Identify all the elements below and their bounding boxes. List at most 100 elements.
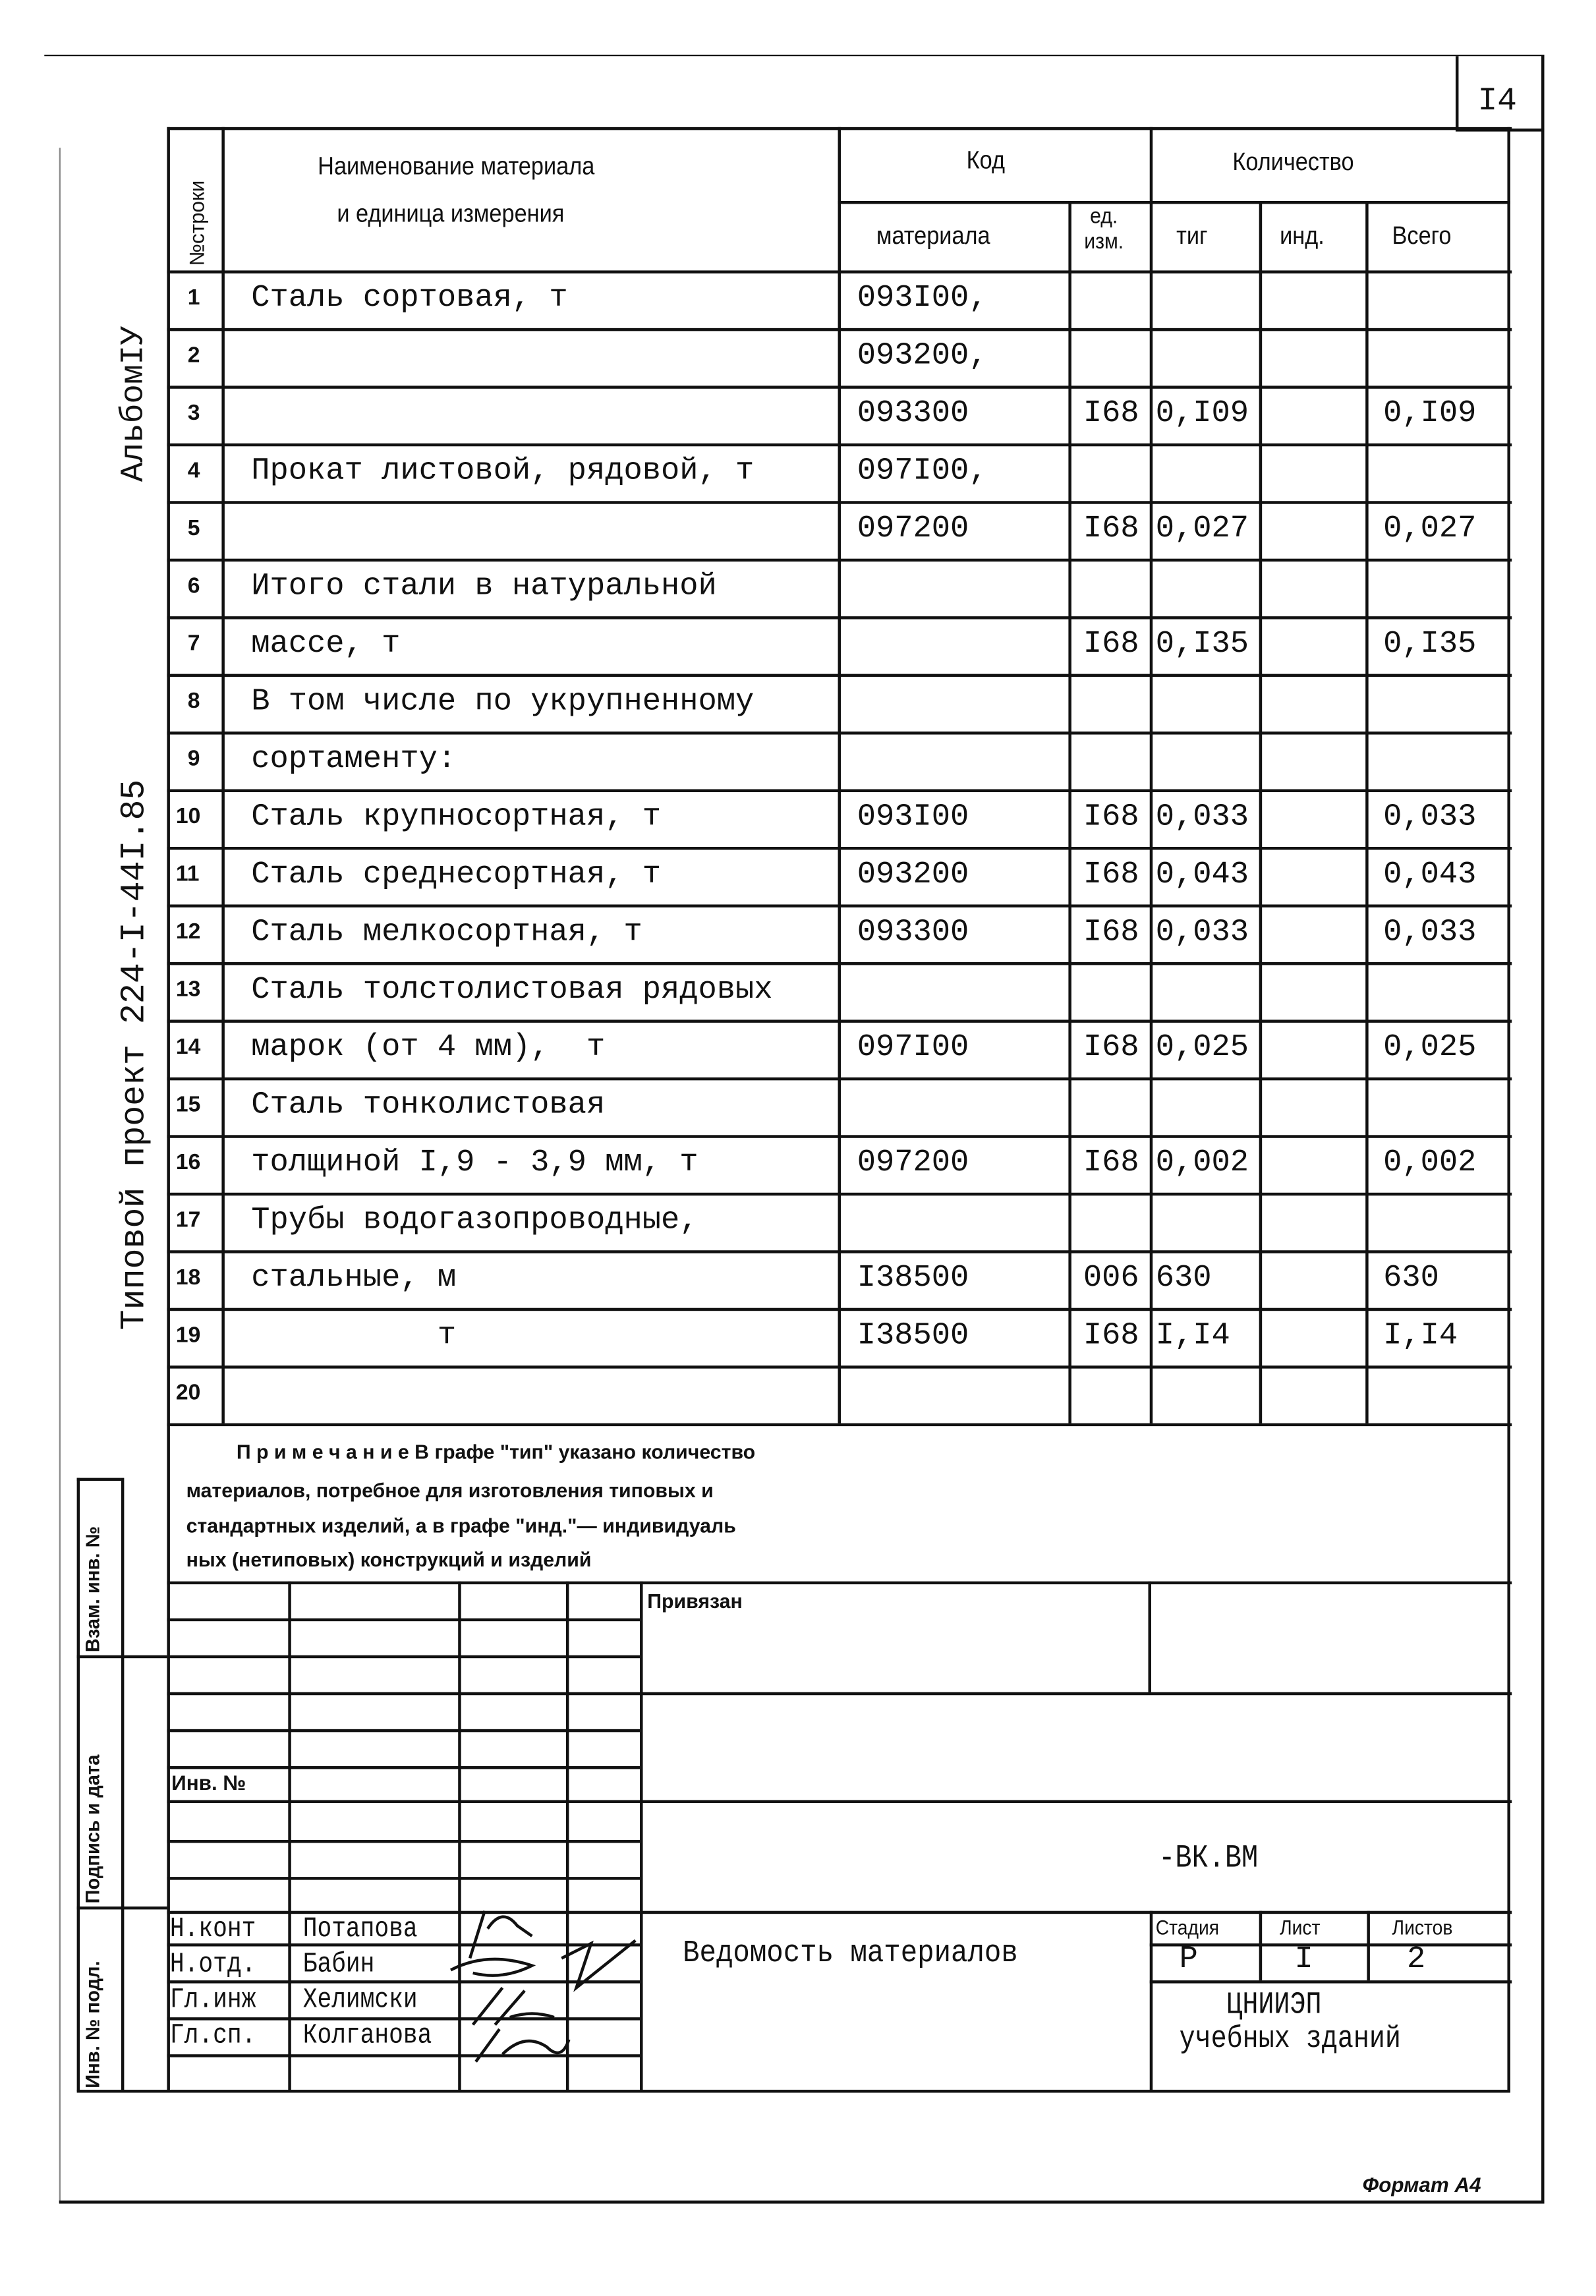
title-line [640, 1692, 1512, 1696]
title-line [640, 1910, 1512, 1914]
stage-divider [1149, 1910, 1153, 2092]
title-block-top [167, 1581, 1512, 1585]
sheet-value: I [1294, 1943, 1313, 1978]
signer-row-line [167, 1729, 641, 1732]
material-name: массе, т [251, 628, 401, 662]
signer-row-line [167, 1655, 641, 1658]
material-name: марок (от 4 мм), т [251, 1031, 606, 1066]
row-line [167, 1135, 1512, 1138]
quantity-total: 0,002 [1383, 1147, 1477, 1181]
row-line [167, 1250, 1512, 1253]
row-number: 5 [187, 515, 200, 541]
material-code: 097200 [857, 513, 969, 547]
row-number: 14 [175, 1034, 201, 1060]
unit-code: I68 [1083, 858, 1139, 893]
document-title: Ведомость материалов [683, 1937, 1018, 1972]
row-line [167, 1365, 1512, 1369]
row-line [167, 1423, 1512, 1427]
note-line3: стандартных изделий, а в графе "инд."— и… [186, 1514, 736, 1537]
stamp-inventory-label: Инв. № подл. [81, 1961, 103, 2088]
stage-col [1367, 1910, 1370, 1981]
column-line [1259, 200, 1263, 1423]
row-number: 15 [175, 1092, 201, 1118]
stage-label: Стадия [1155, 1915, 1220, 1939]
quantity-total: 0,027 [1383, 513, 1477, 547]
quantity-tip: 0,027 [1155, 513, 1249, 547]
header-name-line2: и единица измерения [337, 199, 565, 228]
row-number: 11 [175, 861, 200, 887]
row-line [167, 328, 1512, 331]
signer-role: Гл.инж [169, 1983, 256, 2016]
signer-row-line [167, 1692, 641, 1695]
signer-column [565, 1581, 569, 2092]
column-line [221, 127, 225, 1423]
header-total: Всего [1392, 221, 1452, 250]
inv-no-label: Инв. № [171, 1770, 246, 1794]
unit-code: I68 [1083, 1031, 1139, 1066]
material-name: Сталь мелкосортная, т [251, 916, 642, 950]
project-label: Типовой проект 224-I-44I.85 [115, 779, 154, 1331]
row-line [167, 847, 1512, 850]
row-line [167, 904, 1512, 907]
header-split [838, 200, 1510, 204]
material-name: Сталь толстолистовая рядовых [251, 973, 773, 1008]
signer-role: Гл.сп. [169, 2019, 256, 2052]
row-number: 2 [187, 343, 200, 368]
row-line [167, 732, 1512, 735]
quantity-total: 0,043 [1383, 858, 1477, 893]
header-row-no: №строки [185, 180, 209, 266]
row-line [167, 616, 1512, 619]
header-tip: тиг [1176, 221, 1208, 250]
row-number: 9 [187, 746, 200, 772]
stage-value: Р [1179, 1943, 1198, 1978]
signer-name: Потапова [302, 1912, 418, 1945]
unit-code: I68 [1083, 1147, 1139, 1181]
signer-row-line [167, 1877, 641, 1880]
row-number: 18 [175, 1265, 201, 1290]
column-line [838, 127, 841, 1423]
signer-column [288, 1581, 291, 2092]
row-number: 1 [187, 285, 200, 310]
quantity-tip: 0,033 [1155, 916, 1249, 950]
row-line [167, 443, 1512, 447]
material-code: I38500 [857, 1262, 969, 1296]
stamp-replacement-label: Взам. инв. № [81, 1526, 103, 1653]
header-unit: ед. изм. [1084, 204, 1124, 254]
material-name: Сталь тонколистовая [251, 1089, 606, 1124]
signer-row-line [167, 2054, 641, 2057]
attached-label: Привязан [647, 1590, 743, 1613]
sheet-number-box-bottom [1455, 129, 1545, 132]
stamp-column [121, 1478, 125, 2092]
unit-code: I68 [1083, 628, 1139, 662]
row-number: 13 [175, 977, 201, 1002]
signer-name: Колганова [302, 2019, 432, 2052]
frame-left-dashed [59, 148, 61, 2202]
stage-row-line [1149, 1943, 1512, 1947]
top-dashed-line [44, 54, 1545, 57]
material-code: 097200 [857, 1147, 969, 1181]
unit-code: I68 [1083, 397, 1139, 432]
material-name: Прокат листовой, рядовой, т [251, 455, 755, 490]
unit-code: 006 [1083, 1262, 1139, 1296]
material-name: Трубы водогазопроводные, [251, 1204, 698, 1239]
signer-row-line [167, 1980, 641, 1983]
quantity-tip: 630 [1155, 1262, 1212, 1296]
material-name: Сталь среднесортная, т [251, 858, 662, 893]
quantity-tip: 0,002 [1155, 1147, 1249, 1181]
column-line [1068, 200, 1071, 1423]
material-code: I38500 [857, 1319, 969, 1354]
frame-bottom [59, 2200, 1545, 2204]
header-code: Код [966, 146, 1006, 175]
row-line [167, 386, 1512, 389]
quantity-total: 0,033 [1383, 916, 1477, 950]
row-number: 6 [187, 573, 200, 599]
attached-divider [1148, 1581, 1151, 1692]
material-name: В том числе по укрупненному [251, 685, 755, 720]
signer-row-line [167, 1840, 641, 1843]
row-number: 16 [175, 1149, 201, 1175]
title-line [640, 1800, 1512, 1803]
quantity-total: 0,033 [1383, 801, 1477, 836]
handwritten-signatures [449, 1910, 637, 2063]
row-line [167, 501, 1512, 504]
